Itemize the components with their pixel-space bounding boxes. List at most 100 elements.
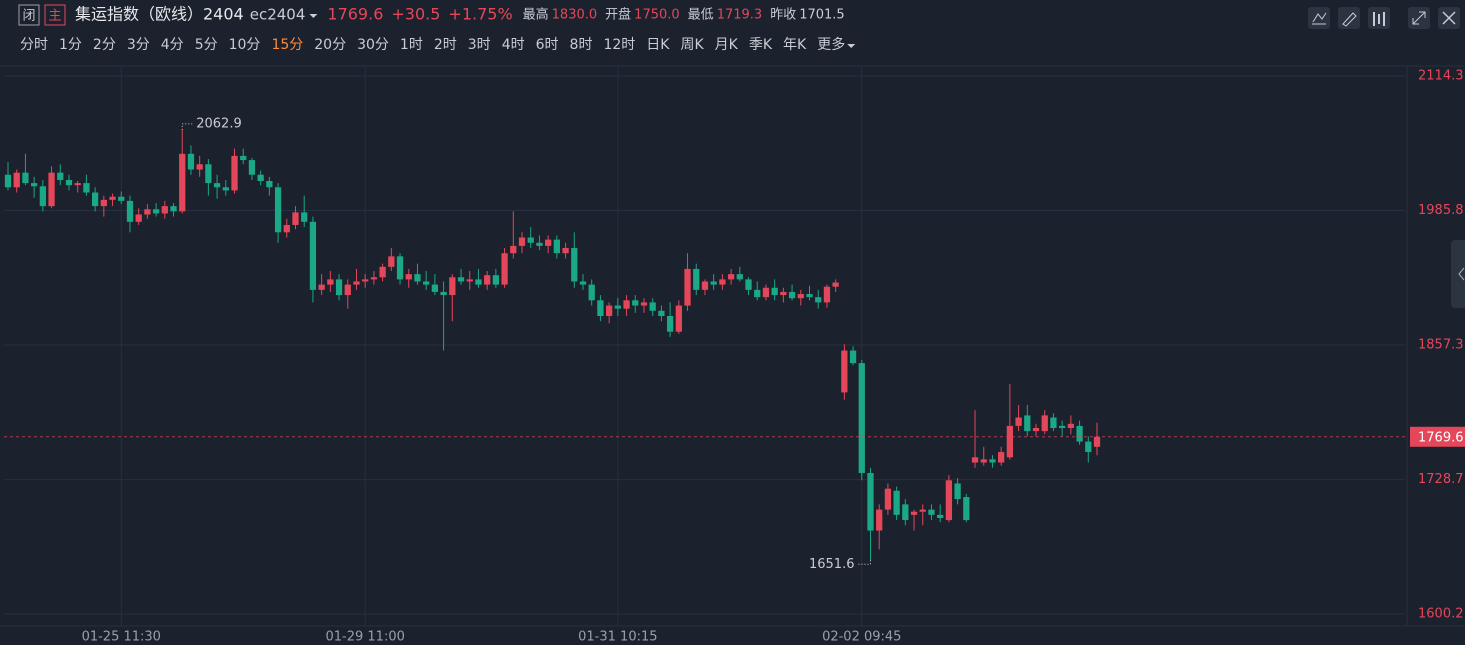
min-leader [856,560,871,565]
candle-body [231,155,238,191]
min-label: 1651.6 [809,557,855,572]
period-button[interactable]: 5分 [195,37,218,53]
candle-body [928,509,935,515]
candle-body [797,294,804,299]
candle-body [1067,423,1075,428]
dropdown-caret [847,44,856,48]
candle-body [876,509,883,531]
period-button[interactable]: 1时 [400,37,423,53]
max-label: 2062.9 [196,116,242,131]
period-button[interactable]: 季K [749,37,773,53]
candle-body [222,187,229,191]
candle-body [771,287,778,296]
period-button[interactable]: 15分 [271,37,303,53]
price-change: +30.5 [391,5,440,24]
candle-body [22,172,29,184]
candle-body [309,221,317,290]
dropdown-caret[interactable] [309,14,318,18]
candle-body [954,483,961,500]
period-button[interactable]: 3时 [468,37,491,53]
candle-body [1093,436,1101,447]
candle-body [675,305,682,332]
period-button[interactable]: 月K [715,37,739,53]
period-button[interactable]: 分时 [20,37,48,53]
candle-body [126,200,134,222]
candle-body [344,284,351,296]
period-button[interactable]: 10分 [229,37,261,53]
candle-body [562,247,569,254]
period-button[interactable]: 6时 [536,37,559,53]
candle-body [414,274,421,282]
x-tick-label: 01-25 11:30 [82,630,161,645]
candle-body [945,480,953,521]
period-button[interactable]: 4分 [161,37,184,53]
candle-body [362,279,369,282]
collapse-tab[interactable] [1451,240,1465,308]
candle-body [57,172,64,180]
candle-body [579,281,587,285]
candle-body [501,253,508,285]
candle-body [815,297,822,303]
period-button[interactable]: 8时 [570,37,593,53]
candle-body [649,302,656,311]
y-tick-label: 1728.7 [1418,472,1464,487]
icon-button[interactable] [1308,7,1330,29]
icon [1342,12,1357,27]
period-button[interactable]: 更多 [817,36,845,53]
candle-body [989,459,996,463]
candle-body [1085,441,1092,453]
period-button[interactable]: 1分 [59,37,82,53]
period-button[interactable]: 20分 [314,37,346,53]
period-button[interactable]: 4时 [502,37,525,53]
icon [1442,11,1456,25]
candle-body [457,277,465,282]
candle-body [240,155,247,161]
candle-body [475,279,482,285]
period-button[interactable]: 12时 [603,37,635,53]
stat-label: 开盘 [605,7,631,23]
candle-body [449,277,456,296]
period-button[interactable]: 周K [680,37,704,53]
icon-label: 主 [48,9,61,24]
candle-body [152,209,160,214]
period-button[interactable]: 30分 [357,37,389,53]
toolbar-icons[interactable] [1308,7,1460,29]
period-button[interactable]: 年K [783,37,807,53]
period-button[interactable]: 日K [646,37,670,53]
candle-body [754,289,761,298]
candle-body [48,172,55,207]
candle-body [518,237,526,246]
candle-body [405,274,412,280]
stat-value: 1701.5 [799,8,845,23]
candle-body [248,160,256,175]
candle-body [788,291,796,299]
candle-body [91,192,99,207]
candle-body [388,256,395,267]
candle-body [4,174,12,188]
candle-body [274,187,282,233]
period-button[interactable]: 3分 [127,37,150,53]
candle-body [135,214,142,222]
candle-body [719,279,726,285]
last-price-tag [1410,426,1465,447]
candle-body [1006,425,1014,458]
icon-label: 闭 [22,9,35,24]
icon-box[interactable] [18,4,40,26]
candle-body [684,268,691,306]
x-tick-label: 01-31 10:15 [578,630,657,645]
y-tick-label: 2114.3 [1418,69,1464,84]
period-button[interactable]: 2时 [434,37,457,53]
candle-body [292,212,299,225]
side-tab[interactable] [1451,240,1465,308]
stat-label: 最高 [523,7,549,23]
candle-body [370,277,378,280]
candle-body [658,310,665,317]
candle-body [614,305,621,309]
candle-body [83,183,90,193]
icon-box[interactable] [44,4,66,26]
candle-body [701,281,709,290]
candle-body [205,164,212,184]
candle-body [536,242,543,246]
period-button[interactable]: 2分 [93,37,116,53]
candle-body [919,509,926,512]
